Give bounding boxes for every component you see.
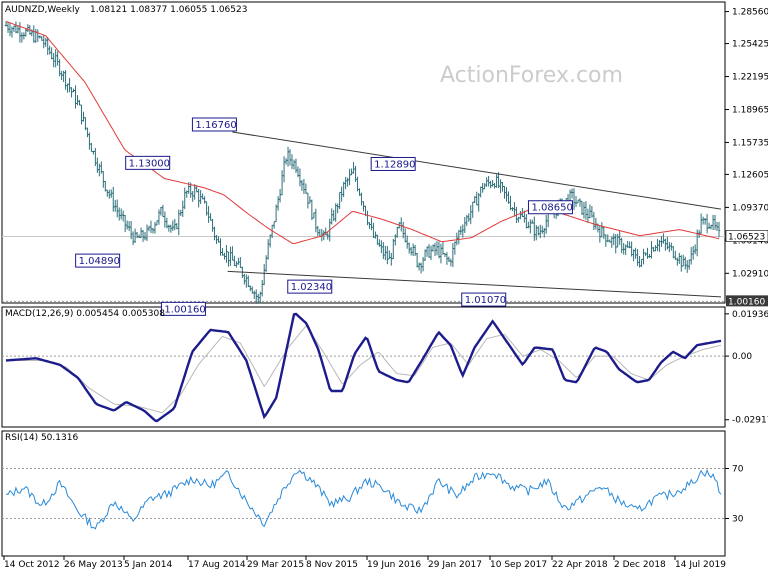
current-price-label: 1.06523 [728,232,765,242]
x-tick-label: 14 Oct 2012 [4,560,60,570]
price-label-box [461,292,507,307]
price-label-text: 1.08650 [531,203,572,214]
macd-y-tick-label: 0.01936 [732,310,768,320]
price-label-box [287,279,333,294]
rsi-layer [5,468,722,530]
price-label: 1.04890 [75,253,121,268]
price-label: 1.12890 [370,156,416,171]
price-label-box [527,200,573,215]
price-label-text: 1.00160 [164,304,205,315]
price-label-text: 1.01070 [465,295,506,306]
axis-layer: 1.28560 1.25425 1.22195 1.18965 1.15735 1.126… [3,8,768,570]
current-price-box [725,230,768,242]
price-label-box [370,156,416,171]
price-label-text: 1.02340 [291,282,332,293]
trendline [227,270,722,298]
rsi-header: RSI(14) 50.1316 [5,433,78,443]
macd-layer [5,312,722,423]
rsi-y-tick-label: 70 [732,465,744,475]
price-label-text: 1.12890 [374,159,415,170]
price-label-text: 1.04890 [79,256,120,267]
price-y-tick-label: 1.22195 [732,73,768,83]
price-label-text: 1.16760 [195,120,236,131]
macd-line [5,312,722,423]
macd-pane-border [1,306,726,428]
price-label: 1.13000 [125,155,171,170]
moving-average-line [5,20,720,245]
rsi-line [5,468,722,530]
price-label-box [125,155,171,170]
x-tick-label: 29 Mar 2015 [247,560,304,570]
price-label: 1.00160 [160,301,206,316]
price-bar [717,221,721,238]
price-header-title: AUDNZD,Weekly [5,5,81,15]
macd-y-tick-label: 0.00 [732,352,752,362]
grid-layer [2,235,725,519]
price-label-box [191,117,237,132]
x-tick-label: 14 Jul 2019 [675,560,726,570]
x-tick-label: 26 May 2013 [64,560,123,570]
x-tick-label: 10 Sep 2017 [490,560,547,570]
price-y-tick-label: 1.02910 [732,269,768,279]
price-header-ohlc: 1.08121 1.08377 1.06055 1.06523 [90,5,247,15]
price-y-tick-label: 1.15735 [732,138,768,148]
price-label-text: 1.13000 [129,158,170,169]
price-label: 1.02340 [287,279,333,294]
macd-header: MACD(12,26,9) 0.005454 0.005308 [5,309,165,319]
price-y-tick-label: 1.12605 [732,170,768,180]
rsi-pane-border [1,430,726,557]
x-tick-label: 29 Jan 2017 [428,560,482,570]
panes-layer [1,1,726,557]
price-label-box [160,301,206,316]
price-y-tick-label: 1.09370 [732,203,768,213]
support-level-box [726,295,768,307]
price-label: 1.01070 [461,292,507,307]
price-label: 1.08650 [527,200,573,215]
price-pane-border [1,1,726,304]
x-tick-label: 17 Aug 2014 [188,560,246,570]
price-y-tick-label: 1.28560 [732,8,768,18]
price-y-tick-label: 1.25425 [732,40,768,50]
rsi-y-tick-label: 30 [732,515,744,525]
watermark: ActionForex.com [440,63,623,88]
support-level-label: 1.00160 [728,297,765,307]
macd-signal-line [6,325,722,414]
x-tick-label: 19 Jun 2016 [367,560,421,570]
price-label-box [75,253,121,268]
x-tick-label: 5 Jan 2014 [124,560,172,570]
x-tick-label: 22 Apr 2018 [552,560,608,570]
macd-y-tick-label: -0.029171 [732,416,768,426]
x-tick-label: 2 Dec 2018 [614,560,666,570]
trendline [232,131,722,210]
price-label: 1.16760 [191,117,237,132]
price-y-tick-label: 1.18965 [732,105,768,115]
x-tick-label: 8 Nov 2015 [306,560,358,570]
price-layer: 1.16760 1.13000 1.04890 1.00160 1.02340 1.128… [4,20,722,316]
